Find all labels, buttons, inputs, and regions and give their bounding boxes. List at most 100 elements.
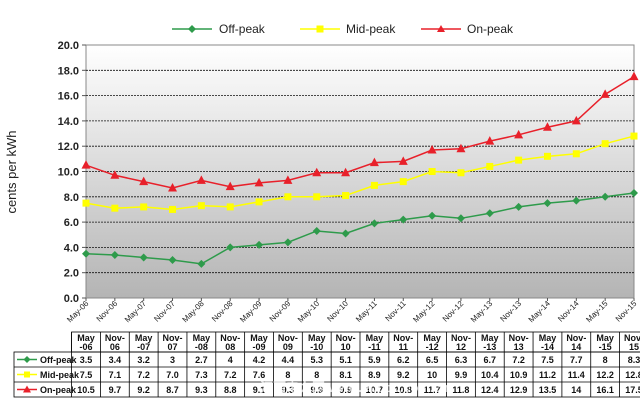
off-peak-point	[601, 192, 610, 201]
on-peak-point	[110, 170, 120, 179]
table-cell: 11.4	[568, 370, 585, 380]
table-header-cell: May	[250, 333, 268, 343]
mid-peak-point	[284, 193, 292, 201]
table-header-cell: May	[193, 333, 211, 343]
table-body-frame	[13, 351, 640, 398]
table-cell: 17.5	[625, 385, 640, 395]
table-header-cell: Nov-	[105, 333, 125, 343]
on-peak-point	[341, 167, 351, 177]
on-peak-point	[600, 89, 610, 98]
y-tick-label: 2.0	[64, 268, 79, 280]
series-off-peak	[82, 189, 638, 268]
table-cell: 6.5	[426, 355, 439, 365]
table-cell: 7.5	[80, 370, 93, 380]
table-header-cell: Nov-	[451, 333, 471, 343]
off-peak-point	[456, 214, 465, 223]
table-cell: 8.7	[166, 385, 179, 395]
table-row-off-peak: Off-peak 3.5 3.4 3.2 3 2.7 4 4.2 4.4 5.3 5.1 5.9 6.2…	[17, 355, 640, 365]
table-cell: 8.8	[224, 385, 237, 395]
off-peak-point	[370, 219, 379, 228]
table-cell: 11.7	[424, 385, 441, 395]
table-cell: 10.5	[77, 385, 95, 395]
table-header-cell: Nov-	[393, 333, 413, 343]
off-peak-point	[341, 229, 350, 238]
table-header-cell: -06	[79, 342, 92, 352]
table-header-cell: -15	[599, 342, 612, 352]
table-cell: 4	[228, 355, 233, 365]
table-cell: 12.4	[481, 385, 499, 395]
table-cell: 9.1	[253, 385, 266, 395]
x-tick-label: Nov-09	[268, 299, 293, 324]
table-header-cell: May	[539, 333, 557, 343]
table-row-label: Mid-peak	[40, 370, 80, 380]
off-peak-point	[572, 196, 581, 205]
x-tick-label: May-14	[527, 299, 553, 325]
table-cell: 7.2	[137, 370, 150, 380]
mid-peak-point	[342, 192, 350, 200]
table-cell: 7.1	[109, 370, 122, 380]
table-header-cell: Nov-	[566, 333, 586, 343]
table-cell: 8.9	[368, 370, 381, 380]
table-cell: 5.3	[310, 355, 323, 365]
table-header-cell: 09	[283, 342, 293, 352]
table-header-cell: May	[423, 333, 441, 343]
legend-label-off-peak: Off-peak	[219, 22, 266, 36]
x-tick-label: May-12	[411, 299, 437, 325]
table-cell: 7.7	[570, 355, 583, 365]
on-peak-point	[629, 71, 639, 81]
series-mid-peak	[82, 132, 638, 213]
table-cell: 4.4	[282, 355, 295, 365]
y-tick-label: 16.0	[58, 91, 79, 103]
table-cell: 9.7	[109, 385, 122, 395]
x-tick-label: May-08	[181, 299, 207, 325]
on-peak-point	[312, 167, 322, 177]
table-header-cell: -07	[137, 342, 150, 352]
mid-peak-point	[457, 169, 465, 177]
table-header-cell: 13	[514, 342, 524, 352]
mid-peak-point	[370, 181, 378, 189]
on-peak-legend-marker-icon	[437, 25, 445, 32]
table-cell: 8	[285, 370, 290, 380]
table-header-cell: -11	[368, 342, 381, 352]
table-header-cell: May	[308, 333, 326, 343]
table-cell: 9.3	[282, 385, 295, 395]
y-axis-label: cents per kWh	[4, 130, 19, 213]
y-tick-label: 18.0	[58, 65, 79, 77]
off-peak-point	[485, 209, 494, 218]
mid-peak-point	[572, 150, 580, 158]
table-header-cell: May	[481, 333, 499, 343]
table-header-cell: Nov-	[336, 333, 356, 343]
mid-peak-line	[85, 135, 635, 211]
x-tick-label: Nov-08	[210, 299, 235, 324]
off-peak-point	[110, 250, 119, 259]
table-cell: 9.9	[455, 370, 468, 380]
table-cell: 14	[571, 385, 581, 395]
legend-label-mid-peak: Mid-peak	[346, 22, 396, 36]
table-cell: 13.5	[539, 385, 557, 395]
y-tick-label: 6.0	[64, 217, 79, 229]
table-cell: 2.7	[195, 355, 208, 365]
table-cell: 9.3	[195, 385, 208, 395]
table-header-cell: May	[366, 333, 384, 343]
table-cell: 12.9	[510, 385, 528, 395]
x-tick-label: Nov-06	[95, 299, 120, 324]
off-peak-point	[197, 259, 206, 268]
mid-peak-point	[197, 202, 205, 210]
off-peak-point	[139, 253, 148, 262]
legend-item-on-peak: On-peak	[421, 22, 514, 36]
off-peak-point	[283, 238, 292, 247]
legend: Off-peak Mid-peak On-peak	[172, 22, 514, 36]
on-peak-point	[485, 136, 495, 145]
table-cell: 4.2	[253, 355, 266, 365]
table-cell: 6.7	[484, 355, 497, 365]
off-peak-point	[543, 199, 552, 208]
x-tick-label: Nov-07	[152, 299, 177, 324]
on-peak-row-marker-icon	[23, 385, 31, 393]
mid-peak-row-marker-icon	[24, 371, 30, 378]
table-header-cell: -14	[541, 342, 554, 352]
mid-peak-point	[515, 156, 523, 164]
on-peak-point	[542, 122, 552, 131]
x-tick-label: Nov-11	[383, 299, 408, 324]
table-cell: 3.5	[80, 355, 93, 365]
